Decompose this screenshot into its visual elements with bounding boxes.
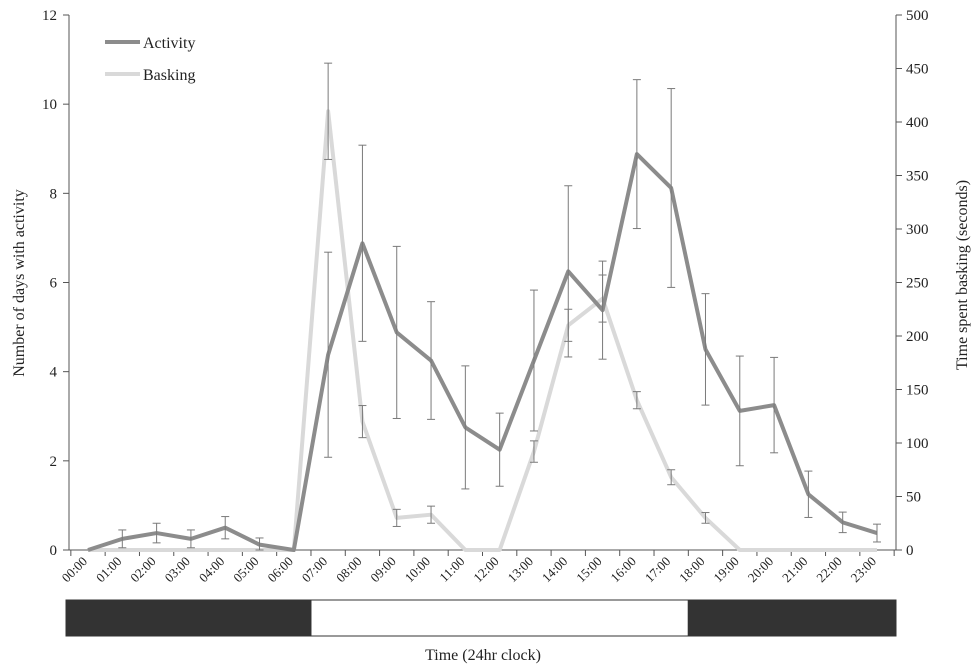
error-bar-basking bbox=[358, 405, 367, 439]
right-tick-label: 400 bbox=[906, 115, 929, 131]
x-tick-label: 22:00 bbox=[813, 554, 845, 586]
x-tick-label: 04:00 bbox=[196, 554, 228, 586]
series-activity bbox=[87, 79, 881, 552]
day-night-bar bbox=[65, 599, 897, 637]
error-bar-activity bbox=[667, 88, 676, 288]
error-bar-activity bbox=[392, 245, 401, 419]
error-bar-activity bbox=[804, 470, 813, 518]
error-bar-activity bbox=[598, 260, 607, 360]
error-bar-activity bbox=[873, 523, 881, 543]
x-tick-label: 21:00 bbox=[779, 554, 811, 586]
error-bar-activity bbox=[118, 529, 127, 549]
series-layer bbox=[87, 62, 881, 552]
right-tick-label: 250 bbox=[906, 276, 929, 292]
left-tick-label: 10 bbox=[42, 97, 57, 113]
series-basking bbox=[88, 62, 877, 552]
right-tick-label: 0 bbox=[906, 543, 914, 559]
error-bar-basking bbox=[701, 512, 710, 524]
right-tick-label: 100 bbox=[906, 436, 929, 452]
left-y-axis-title: Number of days with activity bbox=[11, 189, 28, 377]
x-tick-label: 01:00 bbox=[93, 554, 125, 586]
x-tick-label: 20:00 bbox=[745, 554, 777, 586]
error-bar-activity bbox=[564, 185, 573, 358]
error-bar-activity bbox=[427, 301, 436, 420]
error-bar-basking bbox=[632, 391, 641, 410]
right-y-axis-title: Time spent basking (seconds) bbox=[954, 180, 971, 370]
x-tick-label: 08:00 bbox=[333, 554, 365, 586]
error-bar-basking bbox=[392, 508, 401, 527]
x-tick-label: 05:00 bbox=[230, 554, 262, 586]
x-tick-label: 11:00 bbox=[436, 554, 467, 585]
error-bar-activity bbox=[152, 522, 161, 544]
left-tick-label: 2 bbox=[50, 454, 58, 470]
left-tick-label: 12 bbox=[42, 8, 57, 24]
right-tick-label: 50 bbox=[906, 490, 921, 506]
left-tick-label: 4 bbox=[50, 365, 58, 381]
x-tick-label: 13:00 bbox=[505, 554, 537, 586]
right-tick-label: 500 bbox=[906, 8, 929, 24]
error-bar-activity bbox=[529, 289, 538, 432]
left-tick-label: 6 bbox=[50, 276, 58, 292]
left-tick-label: 8 bbox=[50, 186, 58, 202]
right-tick-label: 350 bbox=[906, 169, 929, 185]
daynight-segment-day bbox=[310, 599, 689, 637]
legend: Activity Basking bbox=[105, 35, 195, 84]
x-tick-label: 19:00 bbox=[710, 554, 742, 586]
x-tick-label: 14:00 bbox=[539, 554, 571, 586]
error-bar-activity bbox=[255, 537, 264, 551]
daynight-segment-night bbox=[687, 599, 897, 637]
x-tick-label: 12:00 bbox=[470, 554, 502, 586]
error-bar-activity bbox=[221, 516, 230, 540]
left-tick-label: 0 bbox=[50, 543, 58, 559]
right-tick-label: 300 bbox=[906, 222, 929, 238]
series-line-activity bbox=[87, 152, 878, 552]
x-tick-label: 06:00 bbox=[264, 554, 296, 586]
right-tick-label: 450 bbox=[906, 62, 929, 78]
x-tick-label: 23:00 bbox=[848, 554, 880, 586]
legend-basking-label: Basking bbox=[143, 67, 195, 84]
right-y-ticks: 0 50 100 150 200 250 300 350 400 450 500 bbox=[896, 8, 929, 559]
error-bar-basking bbox=[324, 62, 333, 160]
error-bar-basking bbox=[529, 440, 538, 463]
x-tick-label: 03:00 bbox=[161, 554, 193, 586]
x-tick-label: 16:00 bbox=[607, 554, 639, 586]
x-tick-label: 15:00 bbox=[573, 554, 605, 586]
error-bar-activity bbox=[495, 412, 504, 487]
error-bar-activity bbox=[838, 511, 847, 534]
legend-activity-label: Activity bbox=[143, 35, 195, 52]
error-bar-activity bbox=[324, 251, 333, 458]
right-tick-label: 150 bbox=[906, 383, 929, 399]
x-ticks: 00:00 01:00 02:00 03:00 04:00 05:00 06:00 07:00… bbox=[59, 550, 895, 585]
error-bar-basking bbox=[427, 505, 436, 524]
error-bar-activity bbox=[461, 365, 470, 490]
error-bar-activity bbox=[632, 79, 641, 230]
x-tick-label: 07:00 bbox=[299, 554, 331, 586]
x-tick-label: 00:00 bbox=[59, 554, 91, 586]
error-bar-activity bbox=[770, 356, 779, 454]
x-tick-label: 17:00 bbox=[642, 554, 674, 586]
right-tick-label: 200 bbox=[906, 329, 929, 345]
x-tick-label: 09:00 bbox=[367, 554, 399, 586]
x-tick-label: 02:00 bbox=[127, 554, 159, 586]
error-bar-activity bbox=[735, 355, 744, 467]
daynight-segment-night bbox=[65, 599, 312, 637]
x-axis-title: Time (24hr clock) bbox=[425, 647, 541, 664]
x-tick-label: 18:00 bbox=[676, 554, 708, 586]
error-bar-activity bbox=[358, 144, 367, 342]
error-bar-basking bbox=[667, 469, 676, 486]
error-bar-activity bbox=[701, 293, 710, 406]
x-tick-label: 10:00 bbox=[402, 554, 434, 586]
series-line-basking bbox=[88, 109, 877, 552]
left-y-ticks: 0 2 4 6 8 10 12 bbox=[42, 8, 69, 559]
error-bar-activity bbox=[186, 529, 195, 549]
